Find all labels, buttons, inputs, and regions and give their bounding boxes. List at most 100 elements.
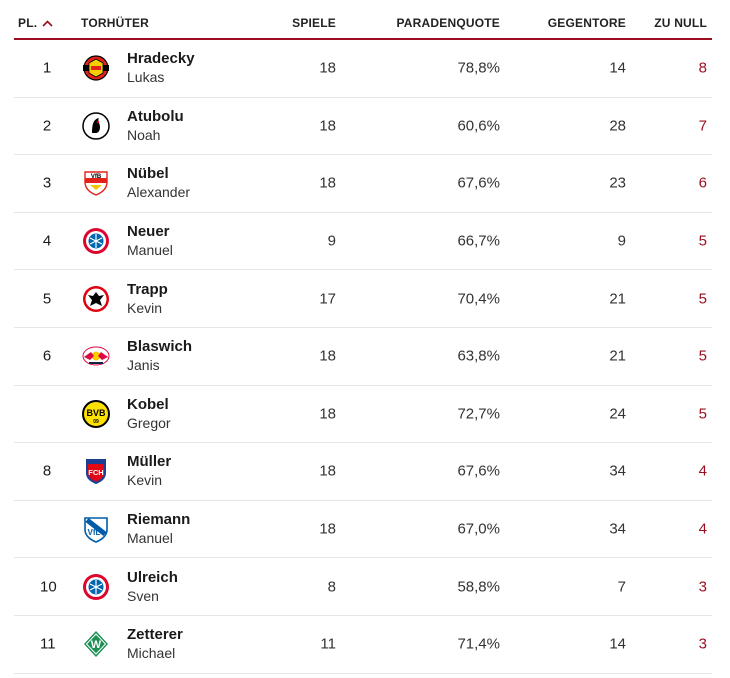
rank-value: 3 — [42, 174, 52, 192]
frankfurt-crest-icon — [81, 284, 111, 314]
keeper-first-name: Manuel — [127, 530, 173, 547]
games-value: 18 — [319, 405, 336, 423]
save-pct-value: 60,6% — [457, 117, 500, 135]
keeper-first-name: Kevin — [127, 299, 163, 316]
keeper-last-name: Ulreich — [127, 568, 178, 586]
keeper-name[interactable]: Hradecky Lukas — [127, 49, 195, 87]
leverkusen-crest-icon — [81, 53, 111, 83]
dortmund-crest-icon: BVB 09 — [81, 399, 111, 429]
keeper-last-name: Zetterer — [127, 626, 183, 644]
keeper-first-name: Manuel — [127, 242, 173, 259]
keeper-name[interactable]: Nübel Alexander — [127, 164, 190, 202]
keeper-name[interactable]: Trapp Kevin — [127, 280, 168, 318]
conceded-value: 14 — [609, 635, 626, 653]
table-header: PL. TORHÜTER SPIELE PARADENQUOTE GEGENTO… — [14, 0, 712, 40]
games-value: 18 — [319, 520, 336, 538]
heidenheim-crest-icon: FCH — [81, 456, 111, 486]
goalkeeper-table: PL. TORHÜTER SPIELE PARADENQUOTE GEGENTO… — [14, 0, 712, 674]
keeper-name[interactable]: Atubolu Noah — [127, 107, 184, 145]
keeper-header[interactable]: TORHÜTER — [81, 16, 150, 30]
games-value: 18 — [319, 347, 336, 365]
stuttgart-crest-icon: VfB — [81, 168, 111, 198]
keeper-first-name: Gregor — [127, 414, 171, 431]
keeper-last-name: Müller — [127, 453, 172, 471]
conceded-value: 24 — [609, 405, 626, 423]
table-row[interactable]: 1 Hradecky Lukas 18 78,8% 14 8 — [14, 40, 712, 98]
bremen-crest-icon: W — [81, 629, 111, 659]
keeper-name[interactable]: Kobel Gregor — [127, 395, 171, 433]
keeper-last-name: Neuer — [127, 223, 170, 241]
keeper-first-name: Janis — [127, 357, 160, 374]
svg-text:09: 09 — [93, 419, 99, 425]
save-pct-value: 63,8% — [457, 347, 500, 365]
rank-value: 11 — [40, 635, 56, 653]
bochum-crest-icon: VfL — [81, 514, 111, 544]
bayern-crest-icon — [81, 572, 111, 602]
games-value: 8 — [327, 578, 336, 596]
conceded-value: 28 — [609, 117, 626, 135]
svg-text:W: W — [91, 639, 102, 651]
table-body: 1 Hradecky Lukas 18 78,8% 14 8 2 Atubolu Noah 18 60… — [14, 40, 712, 674]
save-pct-value: 67,0% — [457, 520, 500, 538]
bayern-crest-icon — [81, 226, 111, 256]
keeper-name[interactable]: Riemann Manuel — [127, 510, 190, 548]
rank-value: 1 — [42, 59, 52, 77]
save-pct-value: 67,6% — [457, 174, 500, 192]
clean-sheets-value: 3 — [698, 578, 707, 596]
table-row[interactable]: VfL Riemann Manuel 18 67,0% 34 4 — [14, 501, 712, 559]
rank-value: 5 — [42, 290, 52, 308]
conceded-value: 23 — [609, 174, 626, 192]
save-pct-value: 72,7% — [457, 405, 500, 423]
keeper-name[interactable]: Ulreich Sven — [127, 568, 178, 606]
svg-text:FCH: FCH — [88, 468, 103, 477]
keeper-last-name: Kobel — [127, 395, 169, 413]
keeper-name[interactable]: Neuer Manuel — [127, 222, 173, 260]
rank-sort-header[interactable]: PL. — [18, 16, 53, 30]
rank-value: 10 — [40, 578, 57, 596]
conceded-header[interactable]: GEGENTORE — [547, 16, 626, 30]
rank-value: 4 — [42, 232, 52, 250]
table-row[interactable]: 6 Blaswich Janis 18 63,8% 21 5 — [14, 328, 712, 386]
svg-text:VfB: VfB — [91, 174, 102, 180]
keeper-first-name: Kevin — [127, 472, 163, 489]
keeper-last-name: Trapp — [127, 280, 168, 298]
save-pct-value: 66,7% — [457, 232, 500, 250]
table-row[interactable]: BVB 09 Kobel Gregor 18 72,7% 24 5 — [14, 386, 712, 444]
keeper-last-name: Blaswich — [127, 338, 193, 356]
rank-value: 2 — [42, 117, 52, 135]
conceded-value: 21 — [609, 290, 626, 308]
keeper-name[interactable]: Blaswich Janis — [127, 337, 192, 375]
clean-sheets-value: 6 — [698, 174, 707, 192]
save-pct-header[interactable]: PARADENQUOTE — [396, 16, 500, 30]
keeper-name[interactable]: Zetterer Michael — [127, 625, 183, 663]
keeper-first-name: Michael — [127, 645, 176, 662]
save-pct-value: 71,4% — [457, 635, 500, 653]
save-pct-value: 78,8% — [457, 59, 500, 77]
clean-sheets-value: 5 — [698, 232, 707, 250]
clean-sheets-value: 3 — [698, 635, 707, 653]
conceded-value: 14 — [609, 59, 626, 77]
table-row[interactable]: 8 FCH Müller Kevin 18 67,6% 34 4 — [14, 443, 712, 501]
keeper-name[interactable]: Müller Kevin — [127, 452, 171, 490]
rank-value: 8 — [42, 462, 52, 480]
svg-text:VfL: VfL — [88, 528, 101, 537]
freiburg-crest-icon — [81, 111, 111, 141]
clean-sheets-value: 4 — [698, 520, 707, 538]
games-value: 18 — [319, 59, 336, 77]
table-row[interactable]: 5 Trapp Kevin 17 70,4% 21 5 — [14, 270, 712, 328]
games-value: 17 — [319, 290, 336, 308]
table-row[interactable]: 4 Neuer Manuel 9 66,7% 9 5 — [14, 213, 712, 271]
table-row[interactable]: 2 Atubolu Noah 18 60,6% 28 7 — [14, 98, 712, 156]
table-row[interactable]: 11 W Zetterer Michael 11 71,4% 14 3 — [14, 616, 712, 674]
save-pct-value: 70,4% — [457, 290, 500, 308]
clean-sheets-header[interactable]: ZU NULL — [654, 16, 707, 30]
leipzig-crest-icon — [81, 341, 111, 371]
keeper-first-name: Alexander — [127, 184, 191, 201]
games-header[interactable]: SPIELE — [292, 16, 336, 30]
keeper-last-name: Nübel — [127, 165, 169, 183]
table-row[interactable]: 10 Ulreich Sven 8 58,8% 7 3 — [14, 558, 712, 616]
keeper-last-name: Atubolu — [127, 107, 184, 125]
table-row[interactable]: 3 VfB Nübel Alexander 18 67,6% 23 6 — [14, 155, 712, 213]
save-pct-value: 67,6% — [457, 462, 500, 480]
keeper-last-name: Hradecky — [127, 50, 195, 68]
